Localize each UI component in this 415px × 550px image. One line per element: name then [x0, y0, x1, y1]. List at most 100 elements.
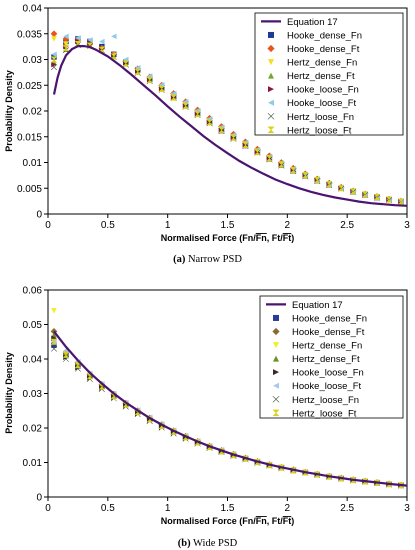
data-point: [74, 365, 81, 372]
legend-label: Hertz_dense_Ft: [292, 354, 360, 365]
data-point: [230, 134, 237, 141]
legend-marker: [268, 86, 274, 93]
legend-label: Hertz_loose_Fn: [287, 112, 354, 123]
series-Hertz_loose_Ft: [50, 41, 405, 205]
legend-label: Hooke_dense_Fn: [292, 313, 367, 324]
x-axis-label-narrow: Normalised Force (Fn/Fn, Ft/Ft): [161, 233, 295, 243]
y-tick-label: 0.01: [23, 158, 43, 169]
y-tick-label: 0: [36, 210, 42, 221]
legend-label: Hertz_dense_Fn: [287, 58, 357, 69]
legend-label: Hertz_dense_Fn: [292, 341, 362, 352]
y-tick-label: 0.03: [23, 389, 43, 400]
y-tick-label: 0.02: [23, 424, 43, 435]
x-tick-label: 1: [165, 503, 171, 514]
data-point: [385, 196, 393, 203]
data-point: [266, 155, 273, 162]
equation-17-line: [52, 45, 408, 207]
legend-label: Hooke_loose_Fn: [292, 368, 364, 379]
data-point: [50, 328, 58, 335]
data-point: [51, 342, 57, 348]
legend-marker: [273, 355, 279, 362]
data-point: [242, 141, 249, 148]
y-tick-label: 0.04: [23, 355, 43, 366]
x-axis-ticks-narrow: 0 0.5 1 1.5 2 2.5 3: [45, 214, 410, 231]
data-point: [325, 181, 333, 188]
series-group-narrow: [50, 30, 408, 207]
data-point: [51, 332, 57, 338]
legend-label: Hertz_dense_Ft: [287, 71, 355, 82]
data-point: [51, 51, 57, 58]
x-axis-label-wide: Normalised Force (Fn/Fn, Ft/Ft): [161, 516, 295, 526]
x-tick-label: 1.5: [221, 220, 235, 231]
data-point: [182, 102, 189, 109]
legend-label: Hooke_loose_Fn: [287, 85, 359, 96]
data-point: [218, 127, 225, 134]
data-point: [62, 35, 70, 43]
x-tick-label: 0.5: [101, 503, 115, 514]
legend-box: [254, 12, 404, 136]
data-point: [313, 177, 321, 184]
legend-label: Hertz_loose_Fn: [292, 395, 359, 406]
y-tick-label: 0: [36, 493, 42, 504]
data-point: [51, 64, 57, 71]
legend-label: Equation 17: [287, 17, 338, 28]
legend-marker: [268, 31, 274, 38]
legend-label: Hooke_dense_Fn: [287, 30, 362, 41]
y-axis-label-narrow: Probability Density: [4, 70, 14, 152]
x-tick-label: 0: [45, 220, 51, 231]
legend-narrow: Equation 17 Hooke_dense_Fn Hooke_dense_Ft H…: [254, 12, 404, 136]
x-axis-ticks-wide: 0 0.5 1 1.5 2 2.5 3: [45, 497, 410, 514]
legend-label: Hooke_dense_Ft: [287, 44, 360, 55]
data-point: [50, 30, 58, 38]
data-point: [51, 36, 57, 42]
y-tick-label: 0.015: [17, 132, 42, 143]
legend-marker: [267, 44, 275, 53]
data-point: [337, 185, 345, 192]
equation-17-line: [53, 330, 408, 487]
data-point: [289, 167, 297, 174]
data-point: [110, 53, 118, 60]
data-point: [146, 77, 154, 84]
data-point: [254, 149, 261, 156]
legend-marker: [268, 99, 274, 106]
caption-narrow: (a) Narrow PSD: [173, 254, 242, 265]
data-point: [277, 161, 285, 168]
x-tick-label: 3: [404, 220, 410, 231]
x-tick-label: 2: [285, 503, 291, 514]
x-tick-label: 2: [285, 220, 291, 231]
legend-marker: [268, 59, 274, 66]
x-tick-label: 1.5: [221, 503, 235, 514]
data-point: [99, 38, 105, 45]
data-point: [301, 172, 309, 179]
legend-label: Hooke_loose_Ft: [287, 98, 357, 109]
legend-marker: [273, 314, 279, 321]
data-point: [62, 351, 70, 358]
x-tick-label: 3: [404, 503, 410, 514]
chart-wide-psd: 0 0.5 1 1.5 2 2.5 3 00.010.020.030.040.050.06 …: [4, 286, 410, 550]
caption-wide: (b) Wide PSD: [178, 538, 238, 549]
legend-marker: [273, 369, 279, 376]
legend-marker: [267, 126, 275, 134]
series-group-wide: [50, 307, 408, 489]
legend-marker: [272, 409, 280, 417]
y-tick-label: 0.06: [23, 286, 43, 297]
data-point: [134, 68, 142, 75]
legend-marker: [272, 327, 280, 336]
data-point: [397, 198, 405, 205]
legend-label: Hertz_loose_Ft: [287, 125, 352, 136]
data-point: [122, 60, 130, 67]
legend-marker: [272, 396, 280, 403]
y-axis-label-wide: Probability Density: [4, 352, 14, 434]
data-point: [87, 37, 93, 43]
data-point: [111, 33, 117, 40]
legend-marker: [267, 113, 275, 120]
data-point: [373, 194, 381, 201]
data-point: [158, 85, 166, 92]
legend-label: Hertz_loose_Ft: [292, 408, 357, 419]
legend-label: Hooke_dense_Ft: [292, 327, 365, 338]
legend-marker: [273, 382, 279, 389]
legend-marker: [268, 72, 274, 79]
data-point: [206, 119, 213, 126]
chart-narrow-psd: 0 0.5 1 1.5 2 2.5 3 0 0.005 0.01 0.015 0.02 0.025 0.…: [4, 4, 410, 266]
